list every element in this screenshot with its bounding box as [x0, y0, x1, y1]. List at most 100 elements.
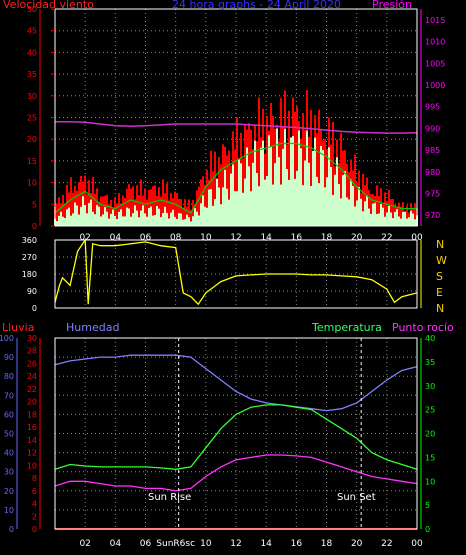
temp-x-tick: 04 — [110, 539, 122, 549]
direction-y-tick: 270 — [22, 253, 37, 262]
wind-x-tick: 08 — [170, 233, 182, 243]
pressure-tick: 1000 — [425, 81, 445, 90]
rain-y-tick: 30 — [27, 334, 37, 343]
wind-x-tick: 20 — [351, 233, 363, 243]
humidity-y-tick: 70 — [4, 391, 14, 400]
wind-y-tick: 25 — [27, 114, 37, 123]
temp-x-tick: 10 — [200, 539, 212, 549]
sunset-annotation: Sun Set — [337, 492, 376, 503]
pressure-line — [55, 121, 418, 134]
wind-y-tick: 5 — [32, 200, 37, 209]
pressure-tick: 985 — [425, 146, 440, 155]
wind-y-tick: 30 — [27, 92, 37, 101]
temp-x-tick: 16 — [291, 539, 303, 549]
temperature-y-tick: 25 — [425, 406, 435, 415]
humidity-y-tick: 100 — [0, 334, 14, 343]
direction-y-tick: 180 — [22, 270, 37, 279]
temperature-y-tick: 30 — [425, 382, 435, 391]
pressure-tick: 995 — [425, 103, 440, 112]
rain-y-tick: 6 — [32, 487, 37, 496]
wind-y-tick: 35 — [27, 70, 37, 79]
rain-y-tick: 28 — [27, 347, 37, 356]
compass-s: S — [436, 270, 443, 283]
humidity-y-tick: 60 — [4, 410, 14, 419]
dewpoint-label: Punto rocío — [392, 321, 454, 334]
rain-y-tick: 10 — [27, 461, 37, 470]
direction-y-tick: 0 — [32, 304, 37, 313]
compass-e: E — [436, 286, 443, 299]
temperature-y-tick: 35 — [425, 358, 435, 367]
temp-x-tick: SunR6sc — [156, 539, 195, 549]
rain-y-tick: 20 — [27, 398, 37, 407]
compass-w: W — [436, 254, 447, 267]
temperature-y-tick: 15 — [425, 453, 435, 462]
wind-y-tick: 10 — [27, 179, 37, 188]
temperature-y-tick: 10 — [425, 477, 435, 486]
wind-y-tick: 50 — [27, 5, 37, 14]
humidity-line — [54, 354, 418, 412]
sunrise-annotation: Sun Rise — [148, 492, 192, 503]
pressure-tick: 970 — [425, 211, 440, 220]
temp-x-tick: 00 — [411, 539, 423, 549]
temp-x-tick: 06 — [140, 539, 152, 549]
rain-y-tick: 0 — [32, 525, 37, 534]
pressure-tick: 1015 — [425, 16, 445, 25]
wind-y-tick: 0 — [32, 222, 37, 231]
wind-x-tick: 00 — [411, 233, 423, 243]
humidity-y-tick: 20 — [4, 487, 14, 496]
rain-y-tick: 8 — [32, 474, 37, 483]
chart-title: 24 hora graphs - 24 April 2020 — [172, 0, 341, 11]
wind-x-tick: 18 — [321, 233, 333, 243]
wind-direction-line — [54, 238, 418, 306]
temp-x-tick: 20 — [351, 539, 363, 549]
temperature-y-tick: 20 — [425, 430, 435, 439]
wind-x-tick: 06 — [140, 233, 152, 243]
direction-y-tick: 90 — [27, 287, 37, 296]
rain-y-tick: 24 — [27, 372, 37, 381]
temp-x-tick: 02 — [79, 539, 90, 549]
rain-y-tick: 26 — [27, 359, 37, 368]
temp-x-tick: 14 — [260, 539, 272, 549]
temperature-y-tick: 40 — [425, 334, 435, 343]
pressure-tick: 975 — [425, 189, 440, 198]
humidity-y-tick: 30 — [4, 468, 14, 477]
pressure-tick: 980 — [425, 168, 440, 177]
wind-x-tick: 10 — [200, 233, 212, 243]
wind-x-tick: 14 — [260, 233, 272, 243]
rain-y-tick: 18 — [27, 410, 37, 419]
rain-y-tick: 22 — [27, 385, 37, 394]
humidity-y-tick: 90 — [4, 353, 14, 362]
wind-average-line — [54, 142, 417, 214]
rain-y-tick: 4 — [32, 500, 37, 509]
pressure-tick: 1010 — [425, 38, 445, 47]
humidity-y-tick: 10 — [4, 506, 14, 515]
dewpoint-line — [54, 454, 418, 492]
direction-y-tick: 360 — [22, 236, 37, 245]
rain-y-tick: 2 — [32, 512, 37, 521]
temp-x-tick: 18 — [321, 539, 333, 549]
wind-y-tick: 45 — [27, 27, 37, 36]
humidity-label: Humedad — [66, 321, 120, 334]
pressure-tick: 990 — [425, 124, 440, 133]
humidity-y-tick: 80 — [4, 372, 14, 381]
temp-x-tick: 12 — [230, 539, 241, 549]
pressure-tick: 1005 — [425, 59, 445, 68]
wind-x-tick: 12 — [230, 233, 241, 243]
rain-y-tick: 12 — [27, 449, 37, 458]
humidity-y-tick: 50 — [4, 430, 14, 439]
wind-x-tick: 16 — [291, 233, 303, 243]
wind-x-tick: 22 — [381, 233, 392, 243]
temperature-line — [54, 404, 418, 470]
rain-label: Lluvia — [2, 321, 35, 334]
compass-n-top: N — [436, 238, 445, 251]
wind-y-tick: 40 — [27, 48, 37, 57]
wind-speed-label: Velocidad viento — [3, 0, 94, 11]
wind-y-tick: 20 — [27, 135, 37, 144]
humidity-y-tick: 40 — [4, 449, 14, 458]
direction-plot-frame — [54, 239, 418, 309]
temp-plot-frame — [54, 337, 418, 530]
compass-n-bottom: N — [436, 302, 445, 315]
temperature-y-tick: 0 — [425, 525, 430, 534]
